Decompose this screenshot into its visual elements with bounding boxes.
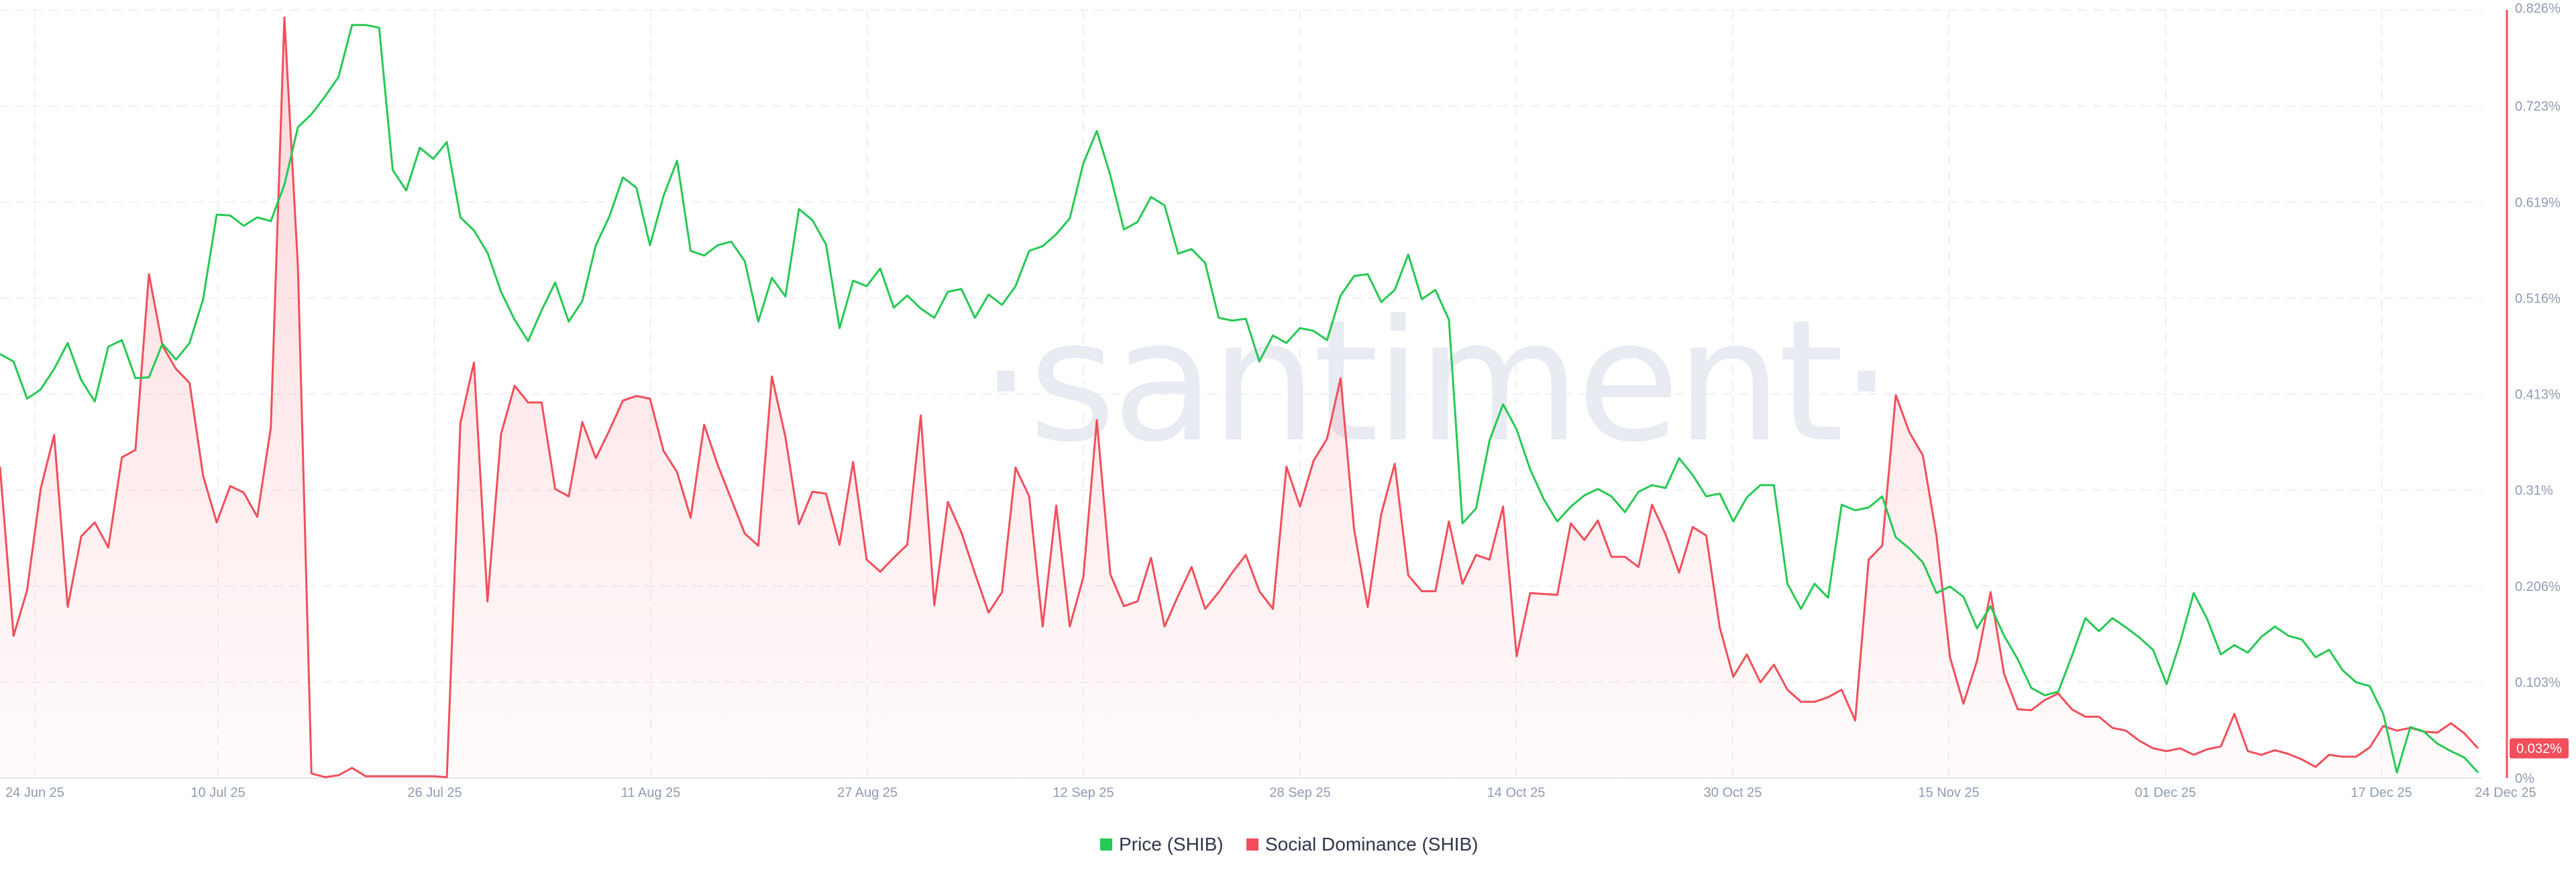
x-tick-label: 24 Dec 25	[2475, 785, 2536, 800]
x-tick-label: 10 Jul 25	[191, 785, 245, 800]
x-tick-label: 27 Aug 25	[837, 785, 898, 800]
current-value-badge	[2510, 738, 2569, 759]
y-tick-label: 0.31%	[2515, 484, 2553, 498]
legend-swatch	[1246, 838, 1258, 851]
y-tick-label: 0.619%	[2515, 195, 2561, 210]
x-tick-label: 26 Jul 25	[407, 785, 462, 800]
x-tick-label: 11 Aug 25	[621, 785, 681, 800]
y-tick-label: 0.206%	[2515, 580, 2561, 594]
legend-label: Price (SHIB)	[1119, 834, 1224, 855]
x-tick-label: 28 Sep 25	[1269, 785, 1330, 800]
line-layer	[0, 16, 2479, 779]
x-tick-label: 30 Oct 25	[1704, 785, 1762, 800]
legend-swatch	[1100, 838, 1112, 851]
current-value-label: 0.032%	[2516, 742, 2562, 757]
y-tick-label: 0.413%	[2515, 388, 2561, 402]
x-tick-label: 24 Jun 25	[5, 785, 64, 800]
legend-label: Social Dominance (SHIB)	[1265, 834, 1478, 855]
x-tick-label: 01 Dec 25	[2135, 785, 2196, 800]
x-tick-label: 17 Dec 25	[2351, 785, 2412, 800]
santiment-watermark: ·santiment·	[979, 284, 1889, 479]
y-tick-label: 0.103%	[2515, 675, 2561, 690]
y-tick-label: 0.516%	[2515, 291, 2561, 306]
x-tick-label: 12 Sep 25	[1053, 785, 1114, 800]
y-tick-label: 0%	[2515, 771, 2534, 786]
legend: Price (SHIB) Social Dominance (SHIB)	[1100, 834, 1478, 855]
x-tick-label: 15 Nov 25	[1918, 785, 1979, 800]
social-dominance-area	[0, 17, 2478, 779]
y-tick-label: 0.723%	[2515, 99, 2561, 114]
axis-layer: 0% 0.103% 0.206% 0.31% 0.413% 0.516% 0.619% 0.7…	[5, 1, 2569, 800]
x-tick-label: 14 Oct 25	[1487, 785, 1546, 800]
y-tick-label: 0.826%	[2515, 1, 2561, 16]
social-dominance-line	[0, 16, 2479, 779]
price-line	[0, 23, 2479, 774]
area-layer	[0, 17, 2478, 779]
